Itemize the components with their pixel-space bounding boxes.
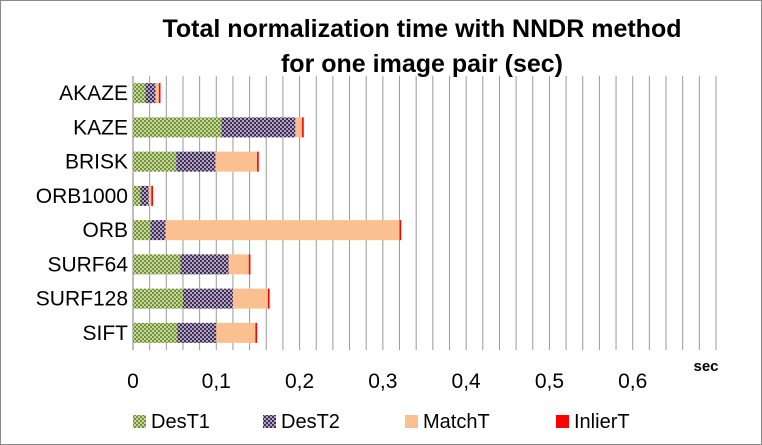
bar-surf64-dest2 (180, 254, 229, 275)
x-tick-label: 0,4 (452, 370, 482, 393)
legend: DesT1 DesT2 MatchT InlierT (133, 411, 630, 433)
x-tick-labels: 0 0,1 0,2 0,3 0,4 0,5 0,6 (127, 370, 647, 393)
bar-surf128-dest2 (182, 288, 233, 309)
category-label: KAZE (73, 116, 128, 139)
bar-akaze-inliert (158, 83, 161, 104)
bar-kaze-matcht (295, 117, 303, 138)
bar-orb1000-dest2 (140, 185, 149, 206)
category-label: AKAZE (59, 82, 128, 105)
category-labels: AKAZE KAZE BRISK ORB1000 ORB SURF64 SURF128 SIF… (36, 82, 129, 345)
bar-sift-inliert (255, 322, 258, 343)
bar-orb-matcht (165, 220, 400, 241)
bar-brisk-dest2 (176, 151, 216, 172)
bar-surf64-matcht (228, 254, 249, 275)
category-label: ORB1000 (36, 185, 128, 208)
bar-sift-dest1 (133, 322, 178, 343)
bar-orb-inliert (399, 220, 402, 241)
bar-orb1000-matcht (148, 185, 152, 206)
bar-kaze-inliert (302, 117, 304, 138)
legend-swatch-dest1 (133, 415, 146, 428)
legend-swatch-inliert (556, 415, 569, 428)
legend-label-inliert: InlierT (574, 411, 630, 433)
x-tick-label: 0,3 (368, 370, 397, 393)
bar-sift-dest2 (177, 322, 217, 343)
bar-brisk-dest1 (133, 151, 177, 172)
bar-brisk-matcht (215, 151, 258, 172)
bar-sift-matcht (216, 322, 256, 343)
bar-surf128-dest1 (133, 288, 183, 309)
bar-orb-dest2 (150, 220, 166, 241)
gridlines (132, 76, 717, 350)
bar-kaze-dest2 (221, 117, 296, 138)
bar-orb-dest1 (133, 220, 151, 241)
x-axis-unit: sec (693, 358, 718, 375)
x-tick-label: 0,6 (618, 370, 647, 393)
bar-akaze-matcht (155, 83, 159, 104)
category-label: ORB (82, 219, 128, 242)
bar-brisk-inliert (257, 151, 259, 172)
bar-akaze-dest1 (133, 83, 146, 104)
legend-label-matcht: MatchT (423, 411, 490, 433)
bar-surf64-dest1 (133, 254, 181, 275)
legend-label-dest2: DesT2 (281, 411, 340, 433)
bar-orb1000-inliert (151, 185, 153, 206)
chart-title-line2: for one image pair (sec) (281, 50, 563, 78)
legend-swatch-dest2 (263, 415, 276, 428)
bar-akaze-dest2 (145, 83, 156, 104)
chart-title-line1: Total normalization time with NNDR metho… (163, 15, 682, 43)
x-tick-label: 0 (127, 370, 139, 393)
legend-label-dest1: DesT1 (151, 411, 210, 433)
bar-surf128-inliert (267, 288, 270, 309)
bars (133, 83, 402, 343)
bar-surf128-matcht (232, 288, 268, 309)
x-tick-label: 0,5 (535, 370, 564, 393)
category-label: SURF64 (47, 253, 128, 276)
bar-surf64-inliert (248, 254, 251, 275)
category-label: SIFT (83, 322, 129, 345)
category-label: SURF128 (36, 288, 128, 311)
legend-swatch-matcht (405, 415, 418, 428)
bar-kaze-dest1 (133, 117, 222, 138)
category-label: BRISK (65, 151, 128, 174)
x-tick-label: 0,1 (202, 370, 231, 393)
bar-orb1000-dest1 (133, 185, 141, 206)
x-tick-label: 0,2 (285, 370, 314, 393)
